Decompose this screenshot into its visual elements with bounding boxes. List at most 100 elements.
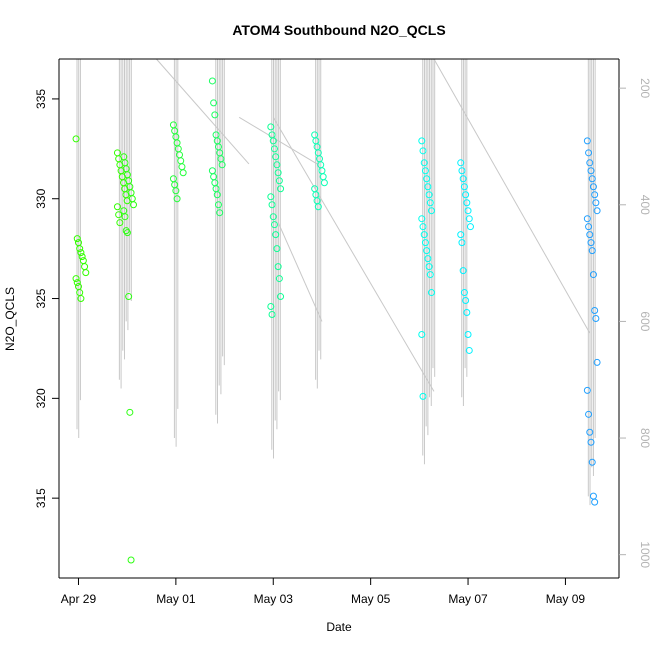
data-point <box>462 191 470 199</box>
data-point <box>591 307 599 315</box>
data-point <box>424 255 432 263</box>
data-point <box>81 263 89 271</box>
data-point <box>275 177 283 185</box>
data-point <box>426 199 434 207</box>
data-point <box>275 275 283 283</box>
data-point <box>267 123 275 131</box>
data-point <box>72 135 80 143</box>
y2-tick-label: 1000 <box>638 541 650 568</box>
data-point <box>214 201 222 209</box>
altitude-transit-line <box>156 58 250 165</box>
data-point <box>267 193 275 201</box>
data-point <box>269 213 277 221</box>
data-point <box>77 249 85 257</box>
data-point <box>588 175 596 183</box>
data-point <box>464 207 472 215</box>
data-point <box>179 169 187 177</box>
data-point <box>459 175 467 183</box>
x-tick-label: May 01 <box>156 592 196 606</box>
data-point <box>76 245 84 253</box>
data-point <box>462 297 470 305</box>
y-tick-label: 335 <box>34 89 48 109</box>
data-point <box>426 271 434 279</box>
data-point <box>589 271 597 279</box>
data-point <box>318 167 326 175</box>
data-point <box>588 247 596 255</box>
data-point <box>270 145 278 153</box>
data-point <box>420 159 428 167</box>
data-point <box>169 175 177 183</box>
altitude-lines <box>76 58 596 506</box>
data-point <box>418 137 426 145</box>
data-point <box>277 293 285 301</box>
data-point <box>72 275 80 283</box>
y-axis-label: N2O_QCLS <box>3 287 17 351</box>
data-point <box>418 330 426 338</box>
data-point <box>123 229 131 237</box>
data-point <box>78 253 86 261</box>
y2-tick-label: 200 <box>638 78 650 98</box>
data-point <box>126 408 134 416</box>
data-point <box>208 167 216 175</box>
data-point <box>273 245 281 253</box>
data-point <box>419 223 427 231</box>
data-point <box>589 492 597 500</box>
chart-title: ATOM4 Southbound N2O_QCLS <box>232 22 445 38</box>
y-tick-label: 330 <box>34 188 48 208</box>
data-point <box>177 157 185 165</box>
x-axis-label: Date <box>326 620 352 634</box>
data-point <box>423 247 431 255</box>
y-tick-label: 325 <box>34 288 48 308</box>
data-point <box>421 239 429 247</box>
data-point <box>587 438 595 446</box>
data-point <box>311 131 319 139</box>
data-point <box>588 458 596 466</box>
data-point <box>586 159 594 167</box>
data-point <box>268 311 276 319</box>
data-point <box>173 195 181 203</box>
x-tick-label: Apr 29 <box>61 592 97 606</box>
data-point <box>269 137 277 145</box>
data-point <box>423 175 431 183</box>
data-point <box>274 263 282 271</box>
data-point <box>465 215 473 223</box>
data-point <box>460 289 468 297</box>
y-tick-label: 320 <box>34 388 48 408</box>
data-point <box>419 392 427 400</box>
data-point <box>419 147 427 155</box>
data-point <box>272 153 280 161</box>
data-point <box>457 231 465 239</box>
data-point <box>428 207 436 215</box>
data-point <box>267 303 275 311</box>
data-point <box>421 167 429 175</box>
data-point <box>272 231 280 239</box>
data-point <box>73 235 81 243</box>
data-point <box>466 223 474 231</box>
data-point <box>73 279 81 287</box>
data-point <box>211 111 219 119</box>
data-point <box>128 195 136 203</box>
data-point <box>591 498 599 506</box>
data-point <box>172 187 180 195</box>
data-point <box>592 315 600 322</box>
data-point <box>113 203 121 211</box>
data-point <box>592 199 600 207</box>
data-point <box>585 410 593 418</box>
x-tick-label: May 07 <box>448 592 488 606</box>
data-point <box>178 163 186 171</box>
data-point <box>460 183 468 191</box>
data-point <box>464 330 472 338</box>
data-point <box>428 289 436 297</box>
data-point <box>268 201 276 209</box>
data-point <box>121 213 129 221</box>
data-point <box>274 169 282 177</box>
data-point <box>593 358 601 366</box>
altitude-transit-line <box>238 116 318 165</box>
data-point <box>210 99 218 107</box>
data-point <box>76 289 84 297</box>
data-point <box>116 219 124 227</box>
x-tick-label: May 03 <box>254 592 294 606</box>
data-point <box>425 263 433 271</box>
data-point <box>458 167 466 175</box>
y2-tick-label: 800 <box>638 428 650 448</box>
